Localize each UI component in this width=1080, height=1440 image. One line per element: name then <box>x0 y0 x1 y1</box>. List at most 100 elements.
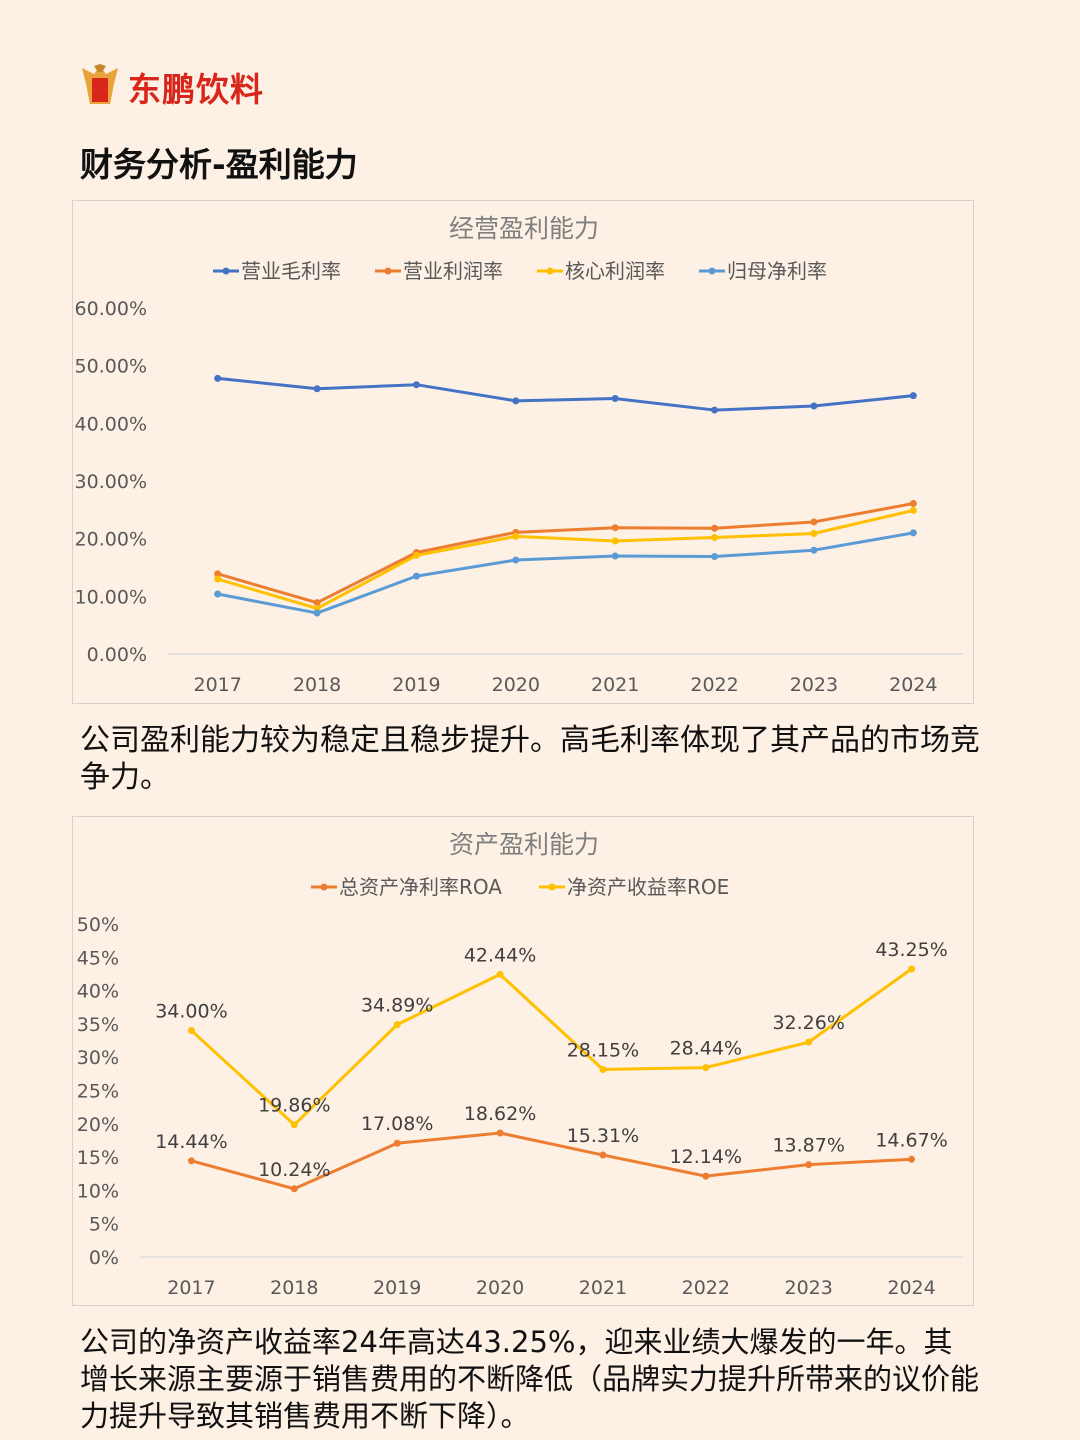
x-tick-label: 2022 <box>690 674 738 696</box>
data-point <box>908 965 916 973</box>
page-title: 财务分析-盈利能力 <box>80 145 358 184</box>
data-point <box>810 529 818 537</box>
x-tick-label: 2020 <box>492 674 540 696</box>
data-point <box>810 546 818 554</box>
y-tick-label: 45% <box>77 947 119 969</box>
legend-item: 总资产净利率ROA <box>311 875 502 899</box>
legend-item: 营业毛利率 <box>213 259 341 283</box>
data-point <box>313 385 321 393</box>
series-line <box>217 502 914 605</box>
data-label: 28.44% <box>670 1038 742 1060</box>
data-point <box>702 1064 710 1072</box>
data-point <box>909 499 917 507</box>
data-point <box>909 392 917 400</box>
data-label: 42.44% <box>464 944 536 966</box>
y-tick-label: 15% <box>77 1147 119 1169</box>
y-tick-label: 0.00% <box>87 644 147 666</box>
data-point <box>908 1155 916 1163</box>
legend-item: 营业利润率 <box>375 259 503 283</box>
data-point <box>611 524 619 532</box>
y-tick-label: 40% <box>77 981 119 1003</box>
data-label: 18.62% <box>464 1103 536 1125</box>
operating-profitability-chart: 经营盈利能力 营业毛利率 营业利润率 核心利润率 归母净利率 0.00% 10.00% 20.… <box>72 200 974 704</box>
x-tick-label: 2019 <box>373 1277 421 1299</box>
y-tick-label: 30% <box>77 1047 119 1069</box>
legend-item: 核心利润率 <box>537 259 665 283</box>
data-point <box>393 1021 401 1029</box>
data-point <box>512 532 520 540</box>
data-point <box>214 570 222 578</box>
data-point <box>711 524 719 532</box>
legend-label: 核心利润率 <box>565 259 665 283</box>
x-tick-label: 2023 <box>785 1277 833 1299</box>
legend-swatch-marker <box>708 267 716 275</box>
data-point <box>810 518 818 526</box>
data-point <box>412 551 420 559</box>
data-point <box>187 1027 195 1035</box>
y-tick-label: 0% <box>89 1247 119 1269</box>
data-point <box>393 1139 401 1147</box>
y-tick-label: 20.00% <box>75 529 147 551</box>
data-point <box>290 1121 298 1129</box>
legend-swatch-marker <box>222 267 230 275</box>
legend-label: 归母净利率 <box>727 259 827 283</box>
legend-label: 营业利润率 <box>403 259 503 283</box>
data-point <box>214 374 222 382</box>
data-point <box>496 970 504 978</box>
data-label: 12.14% <box>670 1146 742 1168</box>
y-tick-label: 35% <box>77 1014 119 1036</box>
data-label: 14.67% <box>875 1129 947 1151</box>
analysis-paragraph-1: 公司盈利能力较为稳定且稳步提升。高毛利率体现了其产品的市场竞争力。 <box>80 723 980 795</box>
data-point <box>599 1066 607 1074</box>
x-tick-label: 2024 <box>889 674 937 696</box>
eagle-logo-icon <box>82 64 118 104</box>
y-tick-label: 25% <box>77 1081 119 1103</box>
data-point <box>214 575 222 583</box>
data-point <box>290 1185 298 1193</box>
x-tick-label: 2017 <box>167 1277 215 1299</box>
legend-label: 净资产收益率ROE <box>567 875 729 899</box>
y-tick-label: 5% <box>89 1214 119 1236</box>
legend-swatch-marker <box>546 267 554 275</box>
data-point <box>611 552 619 560</box>
asset-profitability-chart: 资产盈利能力 总资产净利率ROA 净资产收益率ROE 0% 5% 10% 15% 20% 25%… <box>72 816 974 1306</box>
data-label: 13.87% <box>772 1135 844 1157</box>
x-tick-label: 2021 <box>591 674 639 696</box>
y-tick-label: 20% <box>77 1114 119 1136</box>
data-point <box>412 572 420 580</box>
x-tick-label: 2019 <box>392 674 440 696</box>
data-point <box>909 506 917 514</box>
data-point <box>599 1151 607 1159</box>
y-tick-label: 10.00% <box>75 586 147 608</box>
data-point <box>805 1161 813 1169</box>
legend-swatch-marker <box>320 883 328 891</box>
data-point <box>496 1129 504 1137</box>
data-point <box>909 529 917 537</box>
legend-label: 营业毛利率 <box>241 259 341 283</box>
x-tick-label: 2021 <box>579 1277 627 1299</box>
data-label: 14.44% <box>155 1131 227 1153</box>
y-tick-label: 50.00% <box>75 356 147 378</box>
x-tick-label: 2018 <box>293 674 341 696</box>
chart-title: 资产盈利能力 <box>449 830 599 859</box>
legend-item: 净资产收益率ROE <box>539 875 729 899</box>
x-tick-label: 2020 <box>476 1277 524 1299</box>
data-point <box>805 1038 813 1046</box>
data-point <box>611 537 619 545</box>
data-label: 32.26% <box>772 1012 844 1034</box>
y-tick-label: 60.00% <box>75 298 147 320</box>
y-tick-label: 40.00% <box>75 413 147 435</box>
x-tick-label: 2024 <box>887 1277 935 1299</box>
y-tick-label: 50% <box>77 914 119 936</box>
series-line <box>217 376 914 412</box>
data-point <box>810 402 818 410</box>
data-point <box>187 1157 195 1165</box>
data-point <box>702 1172 710 1180</box>
x-tick-label: 2018 <box>270 1277 318 1299</box>
y-tick-label: 30.00% <box>75 471 147 493</box>
analysis-paragraph-2: 公司的净资产收益率24年高达43.25%，迎来业绩大爆发的一年。其增长来源主要源… <box>80 1325 980 1433</box>
series-line <box>217 531 914 615</box>
series-line <box>190 967 913 1127</box>
data-label: 15.31% <box>567 1125 639 1147</box>
